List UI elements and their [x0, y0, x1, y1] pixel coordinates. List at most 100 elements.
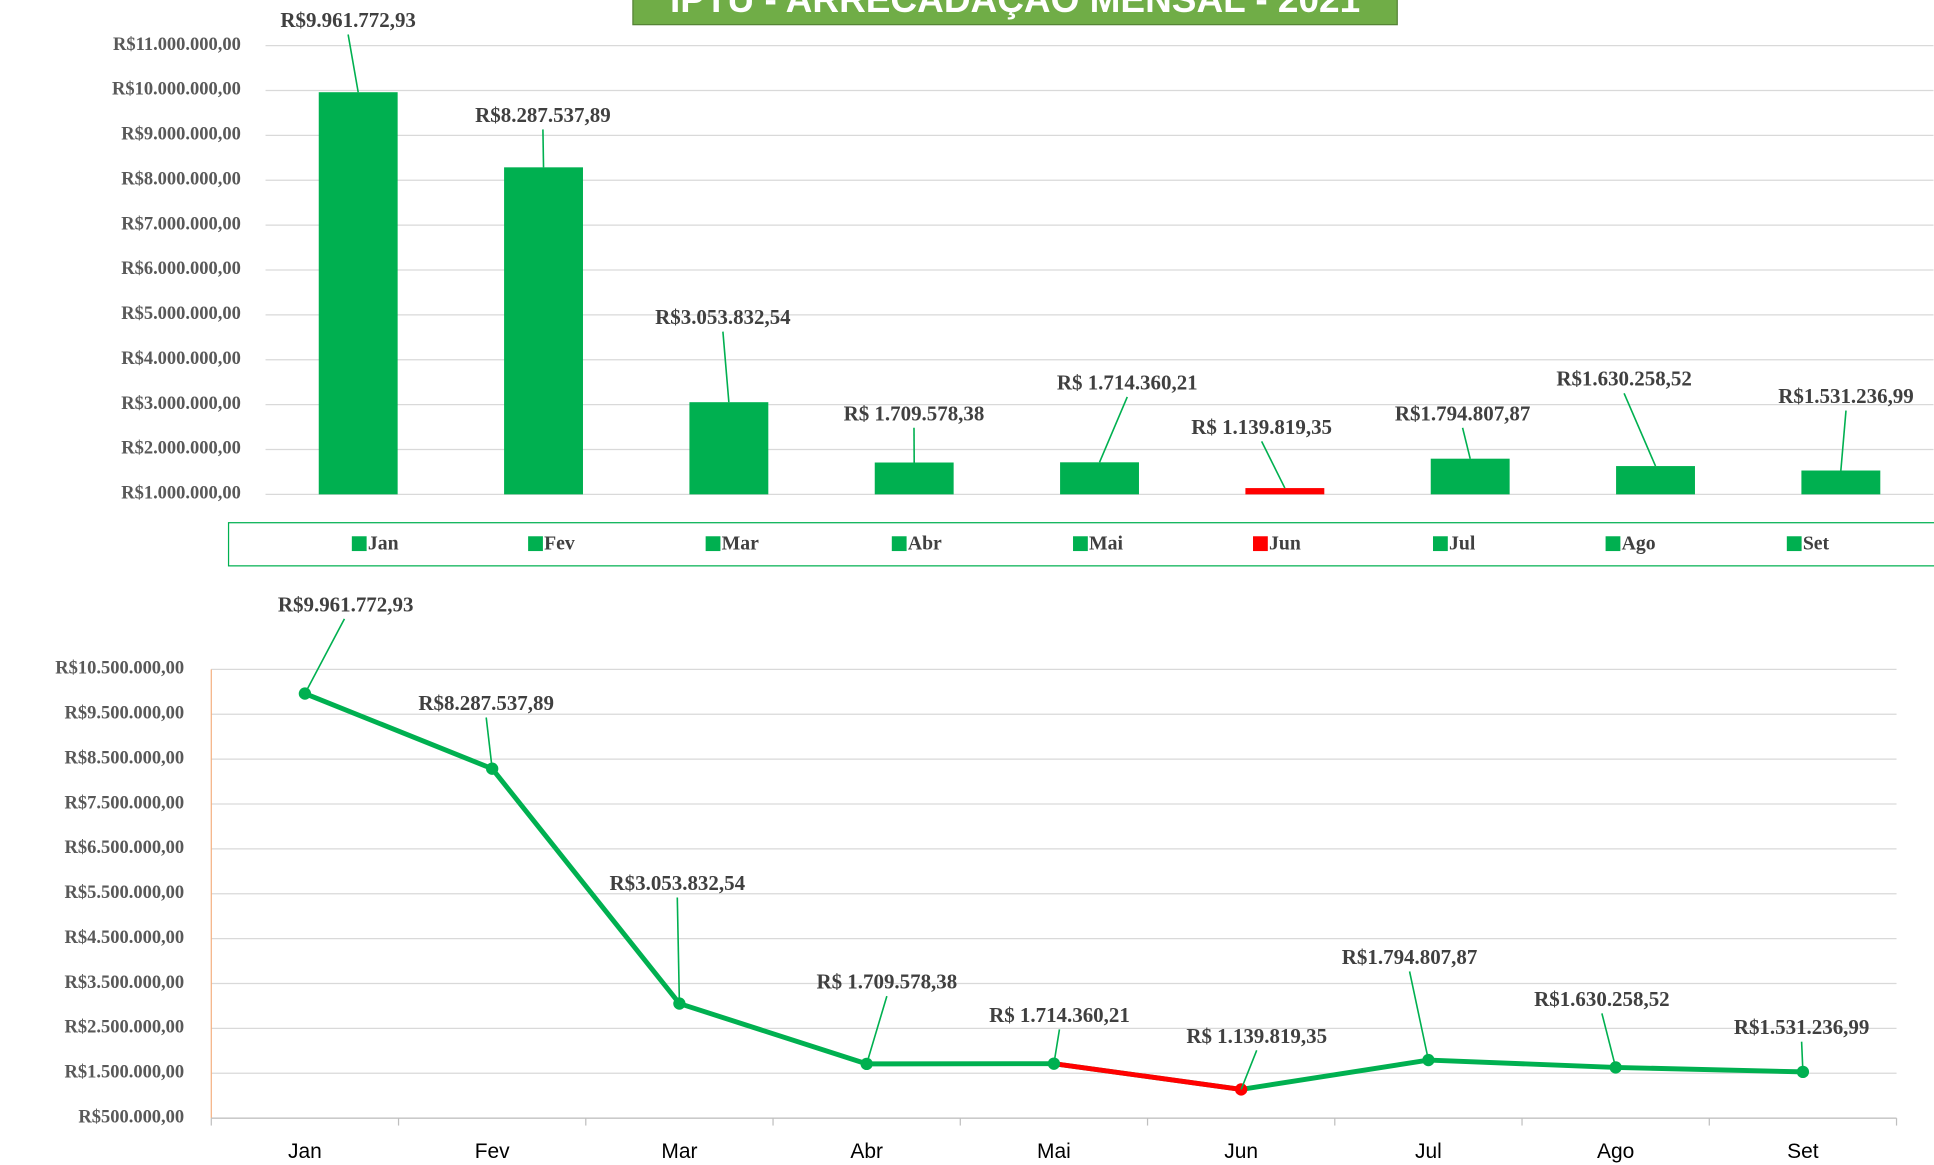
data-label: R$ 1.139.819,35 — [1191, 415, 1332, 439]
y-tick-label: R$5.000.000,00 — [121, 303, 241, 323]
legend-label: Jun — [1269, 532, 1301, 554]
y-tick-label: R$1.000.000,00 — [121, 483, 241, 503]
legend-swatch — [705, 536, 721, 552]
y-tick-label: R$6.500.000,00 — [65, 837, 185, 857]
legend-label: Fev — [544, 532, 575, 554]
bar — [1616, 466, 1695, 495]
data-label: R$3.053.832,54 — [655, 305, 791, 329]
y-tick-label: R$8.500.000,00 — [65, 747, 185, 767]
y-tick-label: R$10.000.000,00 — [112, 79, 241, 99]
y-tick-label: R$4.500.000,00 — [65, 927, 185, 947]
data-label: R$1.531.236,99 — [1734, 1015, 1870, 1039]
point — [486, 762, 499, 775]
leader-line — [1601, 1013, 1617, 1068]
point — [1047, 1057, 1061, 1070]
bar — [1430, 458, 1510, 495]
data-label: R$ 1.709.578,38 — [816, 970, 957, 994]
leader-line — [304, 618, 346, 694]
data-label: R$ 1.714.360,21 — [989, 1003, 1130, 1027]
x-tick-label: Jul — [1415, 1140, 1442, 1163]
leader-line — [865, 995, 888, 1065]
x-tick-label: Mai — [1037, 1140, 1071, 1163]
legend-label: Mar — [722, 532, 759, 554]
y-tick-label: R$7.000.000,00 — [121, 213, 241, 233]
y-tick-label: R$2.500.000,00 — [65, 1017, 185, 1037]
data-label: R$1.630.258,52 — [1534, 987, 1670, 1011]
bar — [874, 462, 954, 495]
y-tick-label: R$11.000.000,00 — [113, 34, 241, 54]
data-label: R$1.794.807,87 — [1342, 945, 1478, 969]
legend-swatch — [891, 536, 907, 552]
data-label: R$1.531.236,99 — [1778, 384, 1914, 408]
title-box — [632, 0, 1398, 26]
legend-label: Set — [1803, 532, 1830, 554]
y-tick-label: R$500.000,00 — [78, 1106, 184, 1126]
leader-line — [1053, 1029, 1061, 1064]
bar — [689, 402, 769, 495]
bar — [504, 167, 583, 495]
chart-title: IPTU - ARRECADAÇÃO MENSAL - 2021 — [670, 0, 1360, 20]
x-tick-label: Set — [1787, 1140, 1819, 1163]
data-label: R$ 1.709.578,38 — [844, 401, 985, 425]
bar — [318, 92, 398, 495]
x-tick-label: Fev — [475, 1140, 510, 1163]
leader-line — [1408, 971, 1430, 1061]
y-tick-label: R$9.000.000,00 — [121, 124, 241, 144]
data-label: R$8.287.537,89 — [418, 691, 554, 715]
line — [303, 691, 1803, 1092]
legend-label: Jan — [368, 532, 399, 554]
y-tick-label: R$5.500.000,00 — [65, 882, 185, 902]
y-tick-label: R$3.000.000,00 — [121, 393, 241, 413]
leader-line — [1461, 427, 1471, 459]
y-tick-label: R$10.500.000,00 — [55, 658, 184, 678]
leader-line — [1800, 1041, 1804, 1072]
y-tick-label: R$3.500.000,00 — [65, 972, 185, 992]
bar — [1801, 470, 1881, 495]
leader-line — [542, 129, 545, 168]
legend-box — [227, 522, 1934, 567]
leader-line — [1260, 440, 1286, 489]
data-label: R$8.287.537,89 — [475, 103, 611, 127]
legend-swatch — [1433, 536, 1448, 552]
data-label: R$3.053.832,54 — [610, 871, 746, 895]
x-tick-label: Abr — [850, 1140, 883, 1163]
leader-line — [676, 897, 681, 1004]
legend-label: Jul — [1449, 532, 1476, 554]
leader-line — [722, 331, 730, 403]
data-label: R$ 1.139.819,35 — [1186, 1024, 1327, 1048]
leader-line — [1240, 1050, 1258, 1090]
data-label: R$9.961.772,93 — [280, 8, 416, 32]
x-tick-label: Jun — [1224, 1140, 1258, 1163]
data-label: R$1.630.258,52 — [1556, 367, 1692, 391]
legend-swatch — [1786, 536, 1802, 552]
legend-swatch — [1605, 536, 1621, 552]
x-tick-label: Jan — [288, 1140, 322, 1163]
legend-swatch — [1073, 536, 1088, 552]
legend-swatch — [351, 536, 367, 552]
leader-line — [1623, 392, 1657, 467]
legend-label: Mai — [1089, 532, 1123, 554]
x-tick-label: Ago — [1597, 1140, 1634, 1163]
point — [1422, 1053, 1435, 1067]
leader-line — [1840, 410, 1847, 471]
leader-line — [347, 34, 359, 93]
y-tick-label: R$9.500.000,00 — [65, 703, 185, 723]
legend-swatch — [1253, 536, 1268, 552]
y-tick-label: R$4.000.000,00 — [121, 348, 241, 368]
leader-line — [485, 717, 493, 769]
bar — [1245, 488, 1325, 495]
bar — [1060, 462, 1139, 495]
leader-line — [1098, 396, 1129, 463]
legend-label: Abr — [908, 532, 942, 554]
y-tick-label: R$7.500.000,00 — [65, 792, 185, 812]
line-segment — [1053, 1061, 1242, 1092]
y-tick-label: R$6.000.000,00 — [121, 258, 241, 278]
legend-label: Ago — [1622, 532, 1656, 554]
y-tick-label: R$8.000.000,00 — [121, 168, 241, 188]
legend-swatch — [528, 536, 543, 552]
y-tick-label: R$1.500.000,00 — [65, 1062, 185, 1082]
data-label: R$ 1.714.360,21 — [1057, 370, 1198, 394]
x-tick-label: Mar — [661, 1140, 697, 1163]
data-label: R$9.961.772,93 — [278, 592, 414, 616]
